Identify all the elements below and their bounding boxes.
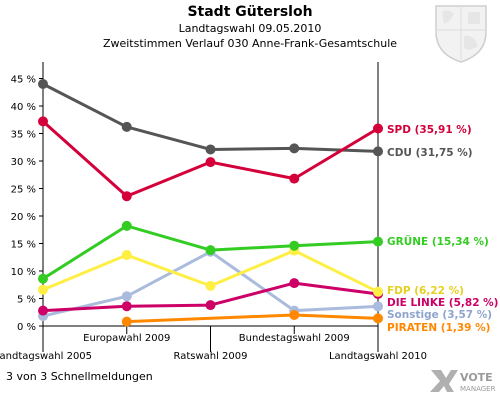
series-line-cdu (42, 82, 379, 153)
data-point-spd (205, 157, 216, 168)
series-label-cdu: CDU (31,75 %) (387, 147, 473, 159)
data-point-sonstige (121, 291, 132, 302)
y-axis-labels: 0 % 5 % 10 % 15 % 20 % 25 % 30 % 35 % 40 % 45 % (11, 75, 36, 334)
chart-title: Stadt Gütersloh (187, 4, 313, 20)
data-point-spd (121, 191, 132, 202)
y-tick-label: 30 % (11, 157, 36, 168)
x-tick-label: Bundestagswahl 2009 (239, 333, 350, 344)
data-point-gr-ne (373, 236, 383, 247)
x-axis-labels: Landtagswahl 2005 Europawahl 2009Ratswahl… (0, 333, 427, 362)
data-point-gr-ne (38, 273, 48, 284)
data-point-piraten (373, 313, 383, 324)
data-point-die-linke (205, 300, 216, 311)
data-point-piraten (121, 316, 132, 327)
y-tick-label: 40 % (11, 102, 36, 113)
footer-status: 3 von 3 Schnellmeldungen (6, 370, 153, 383)
x-tick-label: Landtagswahl 2005 (0, 351, 92, 362)
data-point-cdu (289, 143, 300, 154)
y-tick-label: 25 % (11, 185, 36, 196)
y-tick-label: 5 % (17, 295, 36, 306)
series-label-die-linke: DIE LINKE (5,82 %) (387, 297, 498, 309)
y-tick-label: 35 % (11, 130, 36, 141)
series-line-piraten (126, 313, 379, 324)
x-tick-label: Ratswahl 2009 (173, 351, 247, 362)
brand-line1: VOTE (460, 371, 493, 384)
x-tick-label: Landtagswahl 2010 (329, 351, 427, 362)
data-point-fdp (38, 284, 48, 295)
data-point-fdp (373, 286, 383, 297)
x-tick-label: Europawahl 2009 (83, 333, 170, 344)
data-point-gr-ne (205, 245, 216, 256)
data-point-die-linke (289, 278, 300, 289)
data-point-gr-ne (121, 220, 132, 231)
data-point-spd (38, 116, 48, 127)
data-point-cdu (373, 146, 383, 157)
y-tick-label: 15 % (11, 240, 36, 251)
data-point-piraten (289, 310, 300, 320)
data-point-cdu (38, 79, 48, 89)
y-tick-label: 10 % (11, 267, 36, 278)
chart-subtitle-2: Zweitstimmen Verlauf 030 Anne-Frank-Gesa… (102, 37, 398, 50)
data-point-sonstige (373, 301, 383, 312)
data-point-fdp (121, 250, 132, 261)
data-point-spd (373, 123, 383, 134)
series-label-piraten: PIRATEN (1,39 %) (387, 322, 490, 334)
data-point-spd (289, 173, 300, 184)
series-label-fdp: FDP (6,22 %) (387, 285, 464, 297)
data-point-die-linke (121, 301, 132, 312)
y-tick-label: 45 % (11, 75, 36, 86)
data-point-fdp (205, 280, 216, 291)
data-point-gr-ne (289, 240, 300, 251)
data-point-die-linke (38, 305, 48, 316)
series-lines (38, 79, 383, 327)
series-label-gr-ne: GRÜNE (15,34 %) (387, 234, 489, 248)
coat-of-arms-icon (435, 5, 487, 63)
series-labels: SPD (35,91 %) CDU (31,75 %) GRÜNE (15,34 %… (387, 124, 498, 334)
brand-line2: MANAGER (460, 385, 496, 393)
series-label-sonstige: Sonstige (3,57 %) (387, 309, 492, 321)
vote-manager-logo-icon: VOTE MANAGER (430, 370, 496, 393)
chart-subtitle: Landtagswahl 09.05.2010 (178, 22, 322, 35)
series-label-spd: SPD (35,91 %) (387, 124, 472, 136)
y-tick-label: 0 % (17, 322, 36, 333)
y-tick-label: 20 % (11, 212, 36, 223)
data-point-cdu (121, 121, 132, 132)
data-point-cdu (205, 144, 216, 155)
